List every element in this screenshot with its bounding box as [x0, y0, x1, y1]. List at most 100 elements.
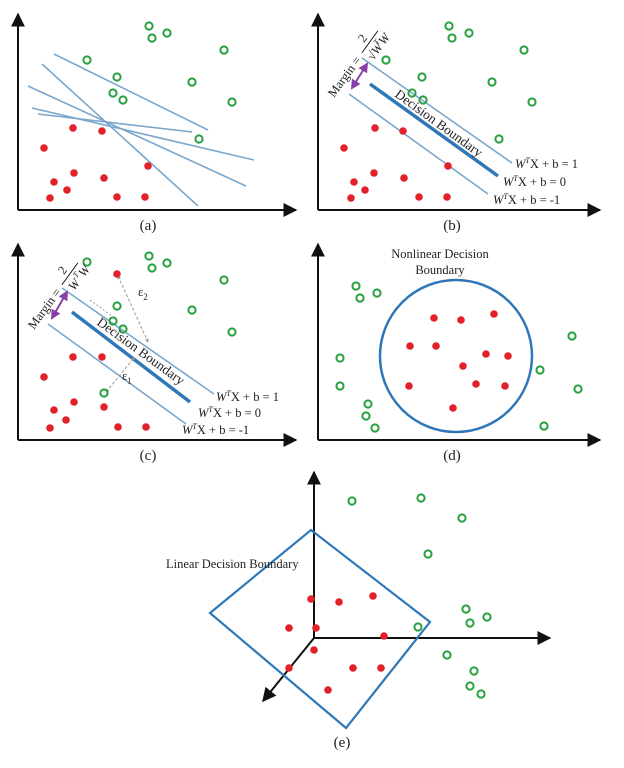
svg-text:WTX + b = -1: WTX + b = -1 [182, 422, 249, 437]
red-point [113, 270, 121, 278]
red-point [350, 178, 358, 186]
panel-b-margin-arrow [350, 62, 369, 90]
panel-c-epsilon2-arrow [117, 275, 149, 343]
red-point [324, 686, 332, 694]
green-point [187, 305, 197, 315]
green-point [423, 549, 433, 559]
panel-b-green-points [381, 21, 537, 144]
panel-c-epsilon1-arrow [105, 357, 135, 393]
green-point [194, 134, 204, 144]
green-point [494, 134, 504, 144]
panel-b-decision-boundary [368, 82, 500, 178]
candidate-line [37, 113, 193, 133]
panel-d-green-points [335, 281, 583, 433]
red-point [63, 186, 71, 194]
red-point [46, 194, 54, 202]
red-point [490, 310, 498, 318]
green-point [535, 365, 545, 375]
panel-b: Margin = 2 √W T W Decision Boundary WTX … [311, 12, 602, 234]
green-point [573, 384, 583, 394]
red-point [340, 144, 348, 152]
panel-d-axes [311, 242, 602, 447]
red-point [70, 169, 78, 177]
red-point [69, 124, 77, 132]
red-point [444, 162, 452, 170]
candidate-line [27, 85, 247, 187]
svg-text:T: T [372, 37, 382, 46]
red-point [457, 316, 465, 324]
green-point [144, 21, 154, 31]
green-point [413, 622, 423, 632]
candidate-line [31, 107, 255, 161]
panel-c-epsilon2: ε2 [138, 285, 148, 302]
green-point [444, 21, 454, 31]
panel-d-title-line1: Nonlinear Decision [391, 247, 489, 261]
svg-text:WTX + b = 0: WTX + b = 0 [503, 174, 566, 189]
svg-text:WTX + b = -1: WTX + b = -1 [493, 192, 560, 207]
panel-c-slack-arrows [89, 275, 149, 393]
green-point [335, 353, 345, 363]
green-point [112, 301, 122, 311]
red-point [482, 350, 490, 358]
green-point [461, 604, 471, 614]
red-point [430, 314, 438, 322]
green-point [162, 28, 172, 38]
green-point [465, 681, 475, 691]
green-point [482, 612, 492, 622]
panel-e-green-points [347, 493, 492, 699]
green-point [147, 33, 157, 43]
candidate-line [53, 53, 209, 131]
red-point [142, 423, 150, 431]
green-point [567, 331, 577, 341]
panel-d: Nonlinear Decision Boundary (d) [311, 242, 602, 464]
green-point [82, 55, 92, 65]
red-point [70, 398, 78, 406]
panel-c-axes [11, 242, 298, 447]
green-point [219, 275, 229, 285]
panel-b-margin-lines [348, 57, 513, 195]
green-point [469, 666, 479, 676]
green-point [355, 293, 365, 303]
panel-c-margin-arrow [51, 290, 68, 320]
svg-text:WTX + b = 0: WTX + b = 0 [198, 405, 261, 420]
panel-c-epsilon1: ε1 [122, 369, 132, 386]
panel-e-red-points [285, 592, 388, 694]
green-point [118, 324, 128, 334]
green-point [227, 327, 237, 337]
green-point [539, 421, 549, 431]
panel-b-caption: (b) [443, 218, 461, 234]
svg-text:2: 2 [355, 32, 370, 45]
red-point [310, 646, 318, 654]
green-point [381, 55, 391, 65]
red-point [449, 404, 457, 412]
panel-c-margin-formula: Margin = 2 W T W [25, 261, 94, 331]
panel-a-caption: (a) [140, 218, 157, 234]
red-point [285, 624, 293, 632]
panel-b-axes [311, 12, 602, 217]
panel-c-caption: (c) [140, 448, 157, 464]
panel-d-circular-boundary [378, 278, 534, 434]
green-point [351, 281, 361, 291]
panel-e-caption: (e) [334, 735, 351, 751]
red-point [371, 124, 379, 132]
panel-a-green-points [82, 21, 237, 144]
green-point [227, 97, 237, 107]
panel-c-equations: WTX + b = 1 WTX + b = 0 WTX + b = -1 [182, 389, 279, 437]
green-point [162, 258, 172, 268]
svg-text:2: 2 [55, 264, 70, 277]
panel-c-green-points [82, 251, 237, 398]
red-point [50, 406, 58, 414]
red-point [100, 174, 108, 182]
candidate-line [41, 63, 199, 207]
panel-e-planar-boundary [208, 528, 432, 730]
red-point [432, 342, 440, 350]
green-point [457, 513, 467, 523]
green-point [361, 411, 371, 421]
red-point [62, 416, 70, 424]
green-point [447, 33, 457, 43]
panel-c-red-points [40, 270, 150, 432]
red-point [349, 664, 357, 672]
green-point [519, 45, 529, 55]
panel-b-plus-margin [361, 57, 513, 164]
panel-b-equations: WTX + b = 1 WTX + b = 0 WTX + b = -1 [493, 156, 578, 207]
